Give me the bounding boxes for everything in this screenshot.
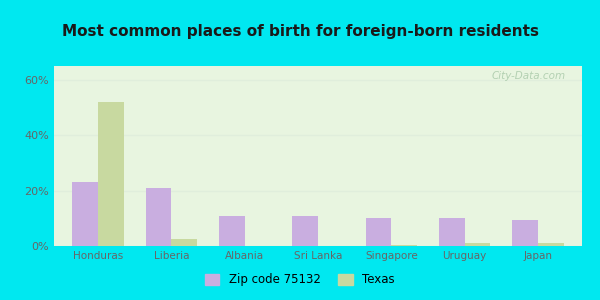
Bar — [439, 218, 464, 246]
Bar — [464, 243, 490, 246]
Bar — [98, 102, 124, 246]
Bar — [512, 220, 538, 246]
Bar — [146, 188, 172, 246]
Text: City-Data.com: City-Data.com — [492, 71, 566, 81]
Bar — [73, 182, 98, 246]
Bar — [172, 239, 197, 246]
Bar — [219, 215, 245, 246]
Bar — [538, 243, 563, 246]
Bar — [292, 215, 318, 246]
Bar — [365, 218, 391, 246]
Bar — [391, 244, 417, 246]
Legend: Zip code 75132, Texas: Zip code 75132, Texas — [200, 269, 400, 291]
Text: Most common places of birth for foreign-born residents: Most common places of birth for foreign-… — [62, 24, 539, 39]
